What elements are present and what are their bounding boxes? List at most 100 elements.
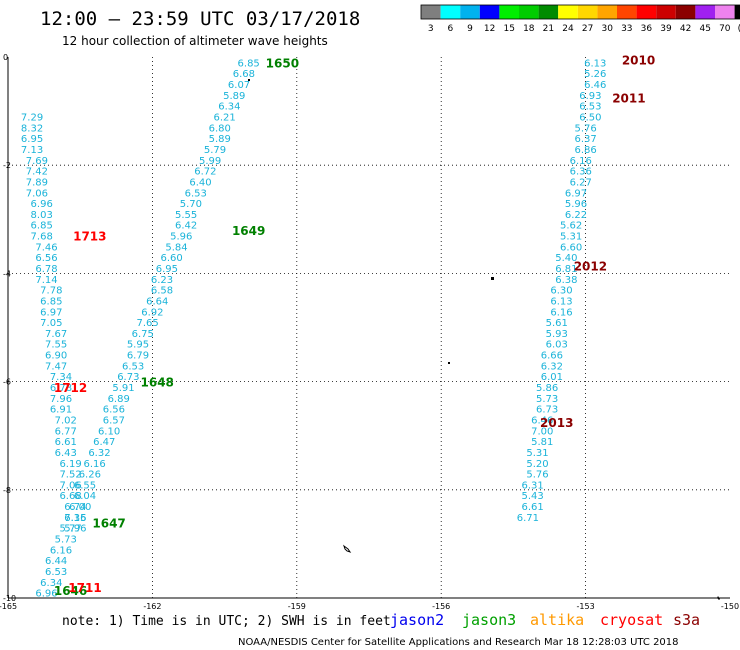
wave-height-value: 6.90 [45,351,67,362]
wave-height-value: 6.21 [213,113,235,124]
wave-height-value: 6.77 [55,426,77,437]
scale-label: 36 [641,24,653,34]
pass-time-label: 2010 [622,54,655,68]
wave-height-value: 6.22 [565,210,587,221]
scale-swatch [636,5,657,19]
wave-height-value: 8.03 [31,210,53,221]
wave-height-value: 6.96 [31,199,53,210]
wave-height-value: 6.42 [175,221,197,232]
wave-height-value: 5.62 [560,221,582,232]
x-tick-label: -153 [577,602,595,611]
wave-height-value: 5.91 [112,383,134,394]
scale-swatch [538,5,559,19]
pass-time-label: 2013 [540,416,573,430]
scale-label: 15 [503,24,514,34]
wave-height-value: 6.16 [550,307,572,318]
scale-swatch [499,5,519,19]
wave-height-value: 6.78 [35,264,57,275]
scale-swatch [656,5,676,19]
scale-label: 33 [621,24,632,34]
wave-height-value: 6.61 [55,437,77,448]
scale-label: 12 [484,24,495,34]
legend-altika: altika [530,611,584,629]
scale-swatch [479,5,500,19]
scale-swatch [715,5,735,19]
scale-swatch [597,5,617,19]
wave-height-value: 7.47 [45,361,67,372]
wave-height-value: 7.52 [59,470,81,481]
wave-height-value: 7.67 [45,329,67,340]
wave-height-value: 6.23 [151,275,173,286]
wave-height-value: 6.46 [584,80,606,91]
pass-time-label: 1649 [232,224,265,238]
wave-height-value: 5.89 [223,91,245,102]
wave-height-value: 6.60 [560,242,582,253]
wave-height-value: 6.10 [98,426,120,437]
scale-swatch [577,5,598,19]
pass-time-label: 1713 [73,230,106,244]
wave-height-value: 6.50 [579,113,601,124]
wave-height-value: 5.99 [199,156,221,167]
wave-height-value: 6.47 [93,437,115,448]
wave-height-value: 6.13 [584,58,606,69]
wave-height-value: 7.65 [136,318,158,329]
y-tick-label: -8 [3,486,11,495]
footer-note: note: 1) Time is in UTC; 2) SWH is in fe… [62,614,391,629]
wave-height-value: 5.93 [546,329,568,340]
pass-time-label: 1648 [141,376,174,390]
wave-height-value: 6.96 [35,589,57,600]
scale-label: (ft) [738,24,740,34]
scale-swatch [617,5,637,19]
legend-s3a: s3a [673,611,700,629]
scale-swatch [695,5,715,19]
wave-height-value: 5.73 [536,394,558,405]
wave-height-value: 6.85 [40,296,62,307]
wave-height-value: 5.76 [574,123,596,134]
pass-time-label: 1711 [68,581,101,595]
wave-height-value: 6.16 [84,459,106,470]
wave-height-value: 6.32 [541,361,563,372]
scale-label: 6 [448,24,454,34]
wave-height-value: 7.06 [26,188,48,199]
wave-height-value: 6.97 [565,188,587,199]
wave-height-value: 6.34 [40,578,62,589]
scale-label: 24 [562,24,574,34]
wave-height-value: 7.42 [26,167,48,178]
chart-subtitle: 12 hour collection of altimeter wave hei… [62,34,328,48]
legend-cryosat: cryosat [600,611,663,629]
wave-height-value: 6.32 [88,448,110,459]
wave-height-value: 6.68 [59,491,81,502]
wave-height-value: 6.31 [522,480,544,491]
x-tick-label: -162 [143,602,161,611]
wave-height-value: 6.75 [132,329,154,340]
y-tick-label: -4 [3,269,11,278]
wave-height-value: 5.43 [522,491,544,502]
wave-height-value: 7.06 [59,480,81,491]
wave-height-value: 6.38 [555,275,577,286]
wave-height-value: 5.79 [204,145,226,156]
island-markers [248,79,720,600]
scale-label: 18 [523,24,535,34]
wave-height-value: 5.96 [565,199,587,210]
wave-height-value: 6.44 [45,556,67,567]
wave-height-value: 6.95 [21,134,43,145]
scale-label: 3 [428,24,434,34]
wave-height-value: 5.86 [536,383,558,394]
wave-height-value: 7.69 [26,156,48,167]
wave-height-value: 5.76 [526,470,548,481]
wave-height-value: 6.91 [50,405,72,416]
wave-height-value: 7.68 [31,232,53,243]
wave-height-value: 6.79 [127,351,149,362]
wave-height-value: 6.53 [122,361,144,372]
scale-label: 9 [467,24,473,34]
wave-height-value: 6.73 [117,372,139,383]
scale-label: 45 [699,24,710,34]
wave-height-value: 6.74 [64,502,86,513]
wave-height-value: 6.55 [74,480,96,491]
wave-height-value: 7.55 [45,340,67,351]
wave-height-value: 6.19 [59,459,81,470]
axis-ticks: -165 -162 -159 -156 -153 -150 0 -2 -4 -6 -8 -10 [0,53,739,611]
chart-title: 12:00 — 23:59 UTC 03/17/2018 [40,8,360,30]
wave-height-value: 6.01 [541,372,563,383]
